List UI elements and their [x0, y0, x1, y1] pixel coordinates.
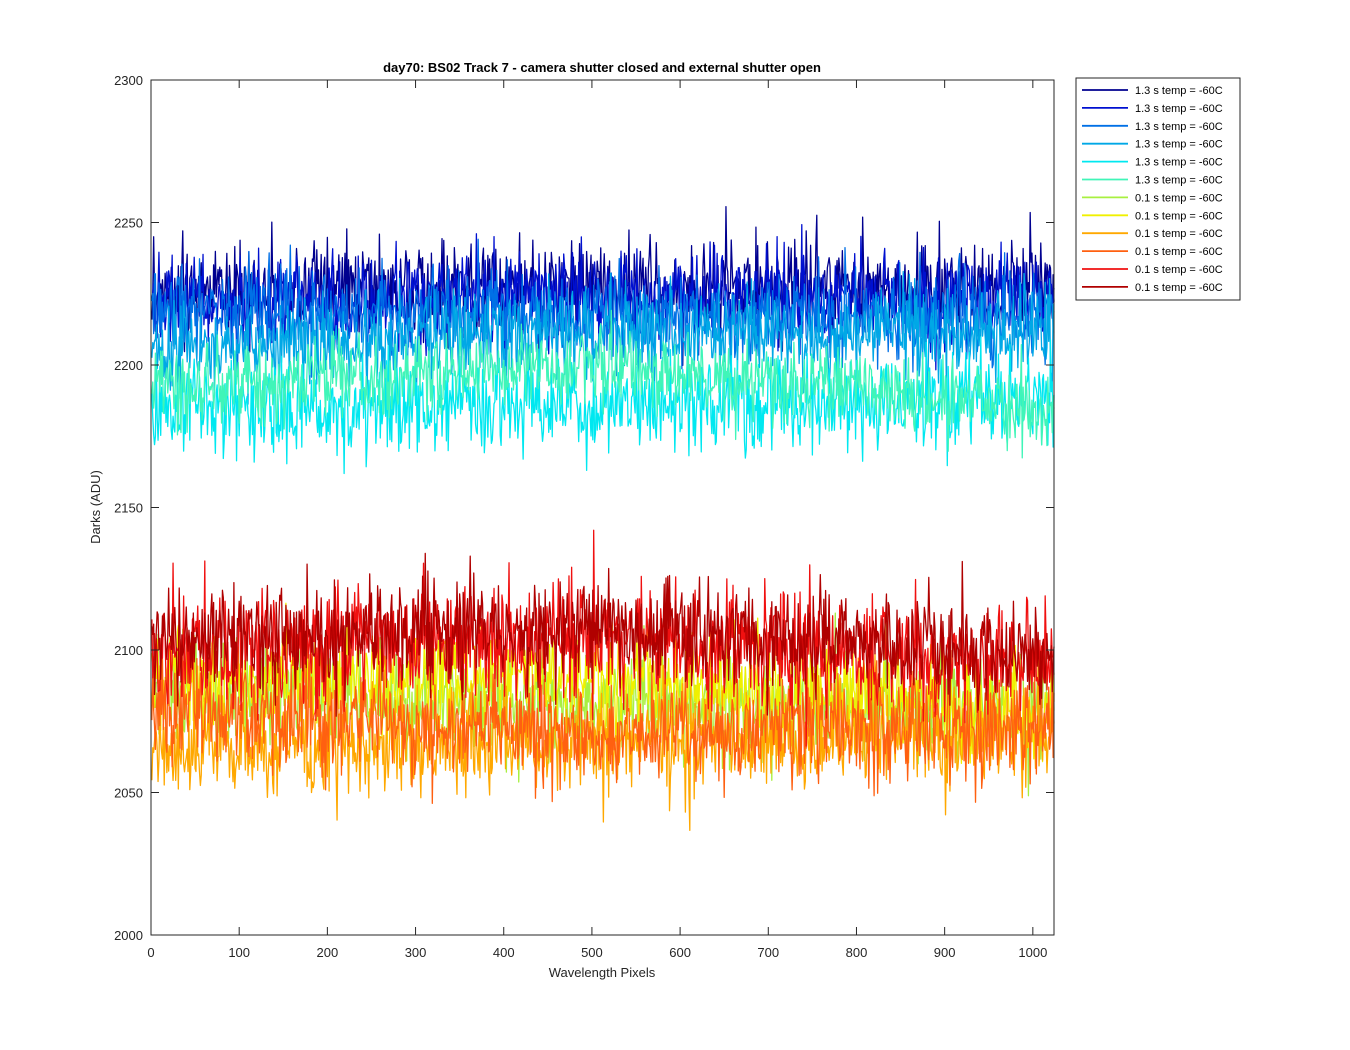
- x-tick-label: 600: [669, 945, 691, 960]
- y-tick-label: 2250: [114, 216, 143, 231]
- legend[interactable]: 1.3 s temp = -60C 1.3 s temp = -60C 1.3 s …: [1075, 77, 1241, 301]
- legend-label-3: 1.3 s temp = -60C: [1135, 121, 1223, 133]
- x-tick-label: 400: [493, 945, 515, 960]
- series-line-10: [151, 643, 1055, 804]
- series-line-12: [151, 552, 1055, 717]
- x-tick-label: 100: [228, 945, 250, 960]
- plot-area: 0 100 200 300 400 500 600 700 800 900 1000 2000 2050…: [114, 73, 1055, 960]
- series-line-6: [151, 309, 1055, 459]
- chart-title: day70: BS02 Track 7 - camera shutter clo…: [383, 60, 821, 75]
- y-tick-label: 2150: [114, 501, 143, 516]
- x-tick-label: 300: [405, 945, 427, 960]
- legend-label-10: 0.1 s temp = -60C: [1135, 246, 1223, 258]
- legend-label-2: 1.3 s temp = -60C: [1135, 103, 1223, 115]
- y-tick-label: 2000: [114, 928, 143, 943]
- x-axis-label: Wavelength Pixels: [549, 965, 656, 980]
- x-tick-label: 800: [846, 945, 868, 960]
- y-tick-label: 2300: [114, 73, 143, 88]
- legend-label-9: 0.1 s temp = -60C: [1135, 228, 1223, 240]
- series-layer: [151, 205, 1055, 831]
- legend-label-1: 1.3 s temp = -60C: [1135, 85, 1223, 97]
- x-tick-label: 500: [581, 945, 603, 960]
- legend-label-6: 1.3 s temp = -60C: [1135, 175, 1223, 187]
- y-tick-label: 2200: [114, 358, 143, 373]
- x-tick-label: 900: [934, 945, 956, 960]
- x-tick-label: 700: [757, 945, 779, 960]
- legend-label-8: 0.1 s temp = -60C: [1135, 210, 1223, 222]
- legend-label-4: 1.3 s temp = -60C: [1135, 139, 1223, 151]
- legend-label-12: 0.1 s temp = -60C: [1135, 282, 1223, 294]
- y-tick-label: 2100: [114, 643, 143, 658]
- y-tick-label: 2050: [114, 786, 143, 801]
- legend-box: [1075, 77, 1241, 301]
- legend-label-11: 0.1 s temp = -60C: [1135, 264, 1223, 276]
- legend-label-7: 0.1 s temp = -60C: [1135, 192, 1223, 204]
- legend-label-5: 1.3 s temp = -60C: [1135, 157, 1223, 169]
- y-axis-label: Darks (ADU): [88, 470, 103, 544]
- plot-background: [151, 80, 1054, 935]
- ticks-layer: 0 100 200 300 400 500 600 700 800 900 1000 2000 2050…: [114, 73, 1054, 960]
- x-tick-label: 1000: [1018, 945, 1047, 960]
- series-line-11: [151, 529, 1055, 747]
- x-tick-label: 0: [147, 945, 154, 960]
- legend-entries: 1.3 s temp = -60C 1.3 s temp = -60C 1.3 s …: [1082, 85, 1223, 294]
- x-tick-label: 200: [317, 945, 339, 960]
- series-line-4: [151, 270, 1055, 406]
